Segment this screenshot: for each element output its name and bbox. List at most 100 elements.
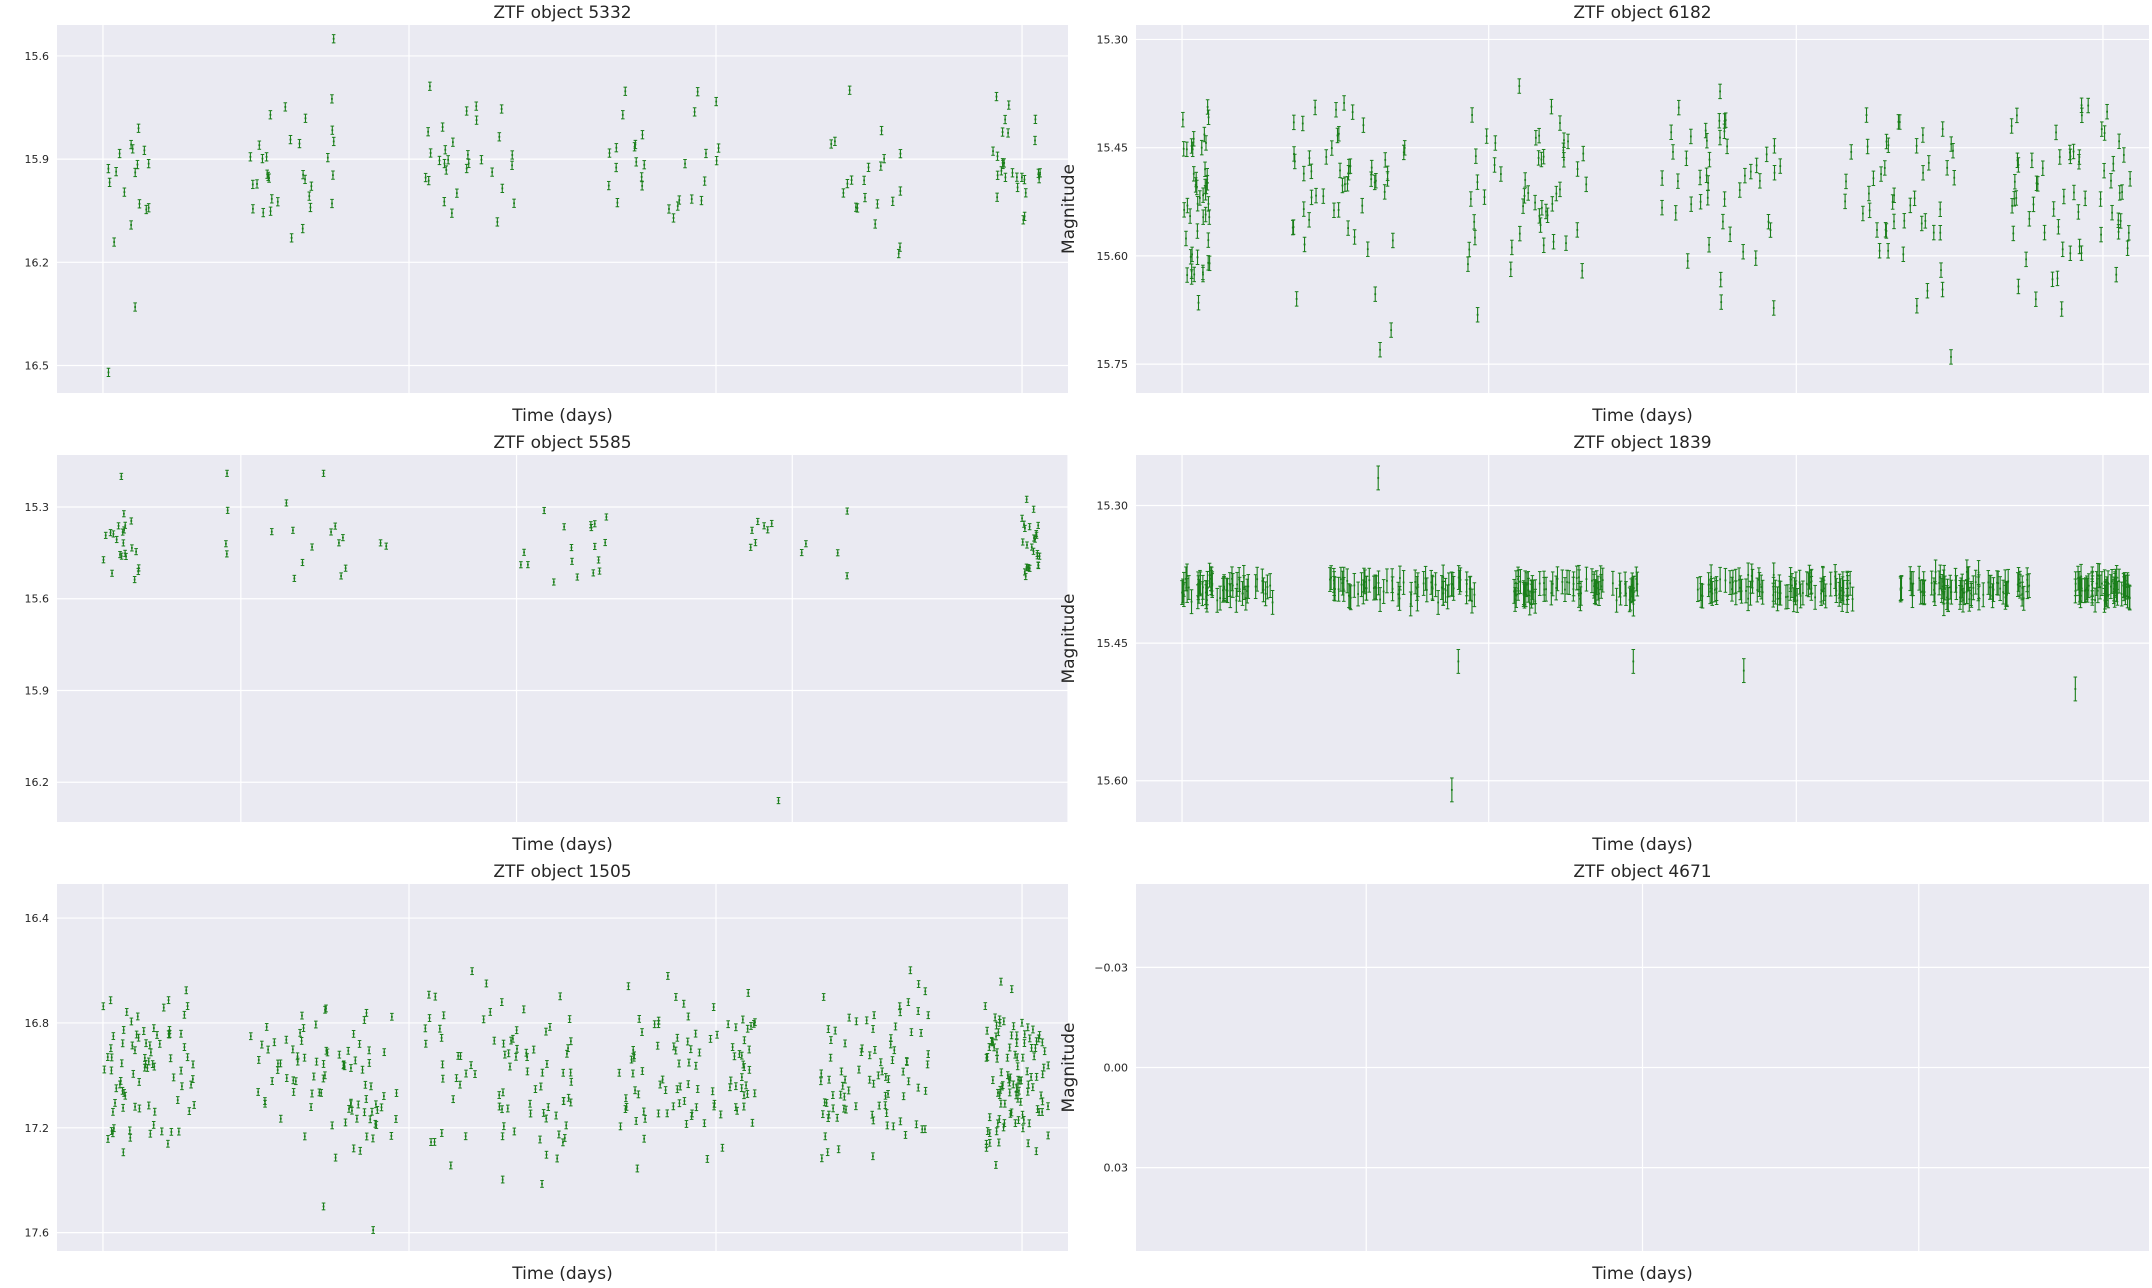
data-point <box>1203 161 1207 177</box>
data-point <box>1182 571 1186 597</box>
data-point <box>326 153 330 163</box>
data-point <box>615 198 620 208</box>
data-point <box>570 557 574 565</box>
data-point <box>1964 579 1969 605</box>
data-point <box>1020 172 1024 182</box>
data-points <box>101 469 1042 805</box>
data-point <box>1198 569 1202 595</box>
data-point <box>2125 240 2130 256</box>
data-point <box>1328 567 1332 592</box>
y-tick-label: 15.30 <box>1097 33 1129 46</box>
data-point <box>1660 199 1664 216</box>
data-point <box>455 188 459 198</box>
data-point <box>1791 587 1796 613</box>
data-point <box>1340 177 1345 194</box>
data-point <box>300 223 305 234</box>
data-point <box>1339 566 1343 592</box>
data-point <box>120 528 125 536</box>
panel-title: ZTF object 4671 <box>1573 862 1711 882</box>
data-point <box>1195 223 1200 239</box>
data-point <box>1772 138 1777 154</box>
data-point <box>716 143 721 153</box>
data-point <box>1879 166 1883 182</box>
data-point <box>2098 191 2103 207</box>
data-point <box>519 561 523 569</box>
data-point <box>1336 202 1341 218</box>
data-point <box>268 206 273 216</box>
data-point <box>2071 143 2076 160</box>
data-point <box>426 127 430 137</box>
data-point <box>1188 249 1193 265</box>
data-point <box>552 578 556 586</box>
data-point <box>2119 581 2124 607</box>
y-tick-label: 17.6 <box>25 1227 50 1240</box>
data-point <box>2068 245 2073 262</box>
data-point <box>1209 566 1213 592</box>
y-tick-label: 15.6 <box>25 593 50 606</box>
data-point <box>1563 577 1567 603</box>
data-point <box>1205 99 1210 115</box>
data-point <box>474 115 479 125</box>
data-point <box>1192 266 1197 283</box>
data-point <box>2057 149 2062 165</box>
data-point <box>1749 563 1754 589</box>
data-point <box>1193 177 1198 193</box>
data-point <box>640 181 644 191</box>
data-point <box>2102 162 2106 179</box>
data-point <box>137 199 142 209</box>
data-point <box>591 569 596 577</box>
data-point <box>1314 187 1318 204</box>
data-point <box>1204 580 1208 605</box>
x-axis-label: Time (days) <box>511 1264 612 1284</box>
data-point <box>2073 571 2078 597</box>
data-point <box>1976 560 1981 585</box>
data-point <box>2105 103 2109 120</box>
data-point <box>1024 563 1029 571</box>
data-point <box>1475 307 1480 323</box>
data-point <box>1185 141 1189 158</box>
data-point <box>1554 185 1559 202</box>
data-point <box>330 125 335 135</box>
data-point <box>136 123 141 133</box>
data-point <box>592 520 597 528</box>
data-point <box>116 522 121 530</box>
data-point <box>1196 294 1201 311</box>
data-point <box>1707 151 1712 168</box>
data-point <box>1189 138 1194 154</box>
data-point <box>882 154 886 164</box>
data-point <box>1033 535 1037 543</box>
data-point <box>2123 580 2128 606</box>
data-point <box>1566 133 1570 150</box>
data-point <box>2051 201 2056 217</box>
data-point <box>423 172 428 183</box>
data-point <box>1673 205 1678 221</box>
data-point <box>1401 570 1406 595</box>
data-point <box>1027 523 1032 531</box>
data-point <box>428 148 433 158</box>
data-point <box>1554 575 1558 601</box>
data-point <box>1390 568 1394 594</box>
data-point <box>1841 571 1845 597</box>
y-tick-label: 15.75 <box>1097 358 1129 371</box>
data-point <box>1764 146 1769 163</box>
data-point <box>2021 585 2026 611</box>
data-point <box>1181 111 1185 128</box>
data-point <box>135 159 140 170</box>
data-point <box>1875 222 1879 238</box>
data-point <box>331 34 336 44</box>
data-point <box>1575 222 1580 238</box>
data-point <box>443 145 448 155</box>
data-point <box>288 134 293 145</box>
data-point <box>995 192 999 202</box>
data-point <box>331 170 335 180</box>
data-points <box>106 34 1042 377</box>
data-point <box>2128 171 2132 187</box>
data-point <box>1321 188 1326 204</box>
data-point <box>1036 521 1040 529</box>
data-point <box>2034 291 2038 307</box>
data-point <box>804 540 808 548</box>
data-point <box>261 207 266 218</box>
data-point <box>714 96 718 107</box>
data-points <box>1181 78 2132 365</box>
data-point <box>1929 570 1934 596</box>
